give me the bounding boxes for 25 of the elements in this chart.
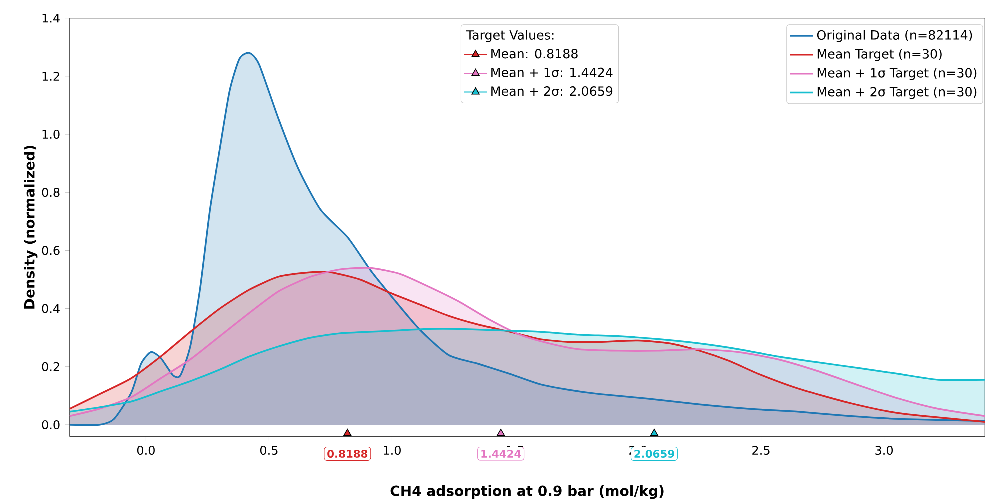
x-tick-label: 0.0 xyxy=(137,446,155,456)
y-tick-label: 1.4 xyxy=(42,14,60,23)
legend-label: Mean Target (n=30) xyxy=(818,49,942,62)
x-tick-label: 1.0 xyxy=(384,446,401,456)
annotation: 0.8188 xyxy=(328,450,368,458)
legend-label: Mean + 2σ Target (n=30) xyxy=(818,87,977,100)
legend-label: Mean + 1σ: 1.4424 xyxy=(492,68,613,78)
y-tick-label: 0.0 xyxy=(42,420,60,430)
y-tick-label: 1.2 xyxy=(42,72,60,82)
y-tick-label: 0.6 xyxy=(42,246,60,256)
x-tick-label: 0.5 xyxy=(260,446,278,456)
legend-title: Target Values: xyxy=(466,30,554,43)
x-tick-label: 2.5 xyxy=(752,446,770,456)
legend-label: Original Data (n=82114) xyxy=(817,30,972,43)
y-tick-label: 1.0 xyxy=(42,130,60,140)
y-tick-label: 0.8 xyxy=(42,188,60,198)
legend-label: Mean: 0.8188 xyxy=(492,49,578,59)
legend-label: Mean + 1σ Target (n=30) xyxy=(818,68,977,80)
x-tick-label: 3.0 xyxy=(876,446,894,456)
legend-label: Mean + 2σ: 2.0659 xyxy=(492,86,613,96)
y-tick-label: 0.4 xyxy=(42,304,60,314)
x-axis-title: CH4 adsorption at 0.9 bar (mol/kg) xyxy=(390,486,664,500)
y-axis-title: Density (normalized) xyxy=(24,146,38,310)
y-tick-label: 0.2 xyxy=(42,362,60,372)
annotation: 1.4424 xyxy=(482,450,522,458)
